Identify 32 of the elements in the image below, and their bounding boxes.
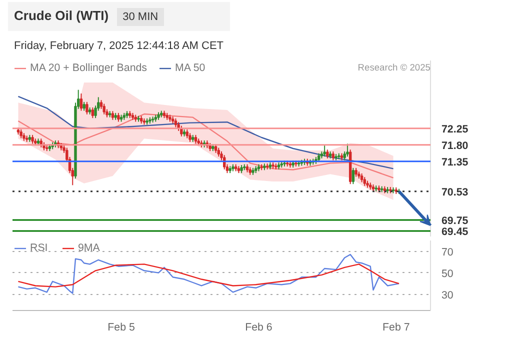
y-tick-label: 71.35 [442, 156, 468, 168]
annotation: Research © 2025 [358, 62, 431, 72]
y-tick-label: 72.25 [442, 123, 468, 136]
y-tick-label: 69.75 [442, 215, 468, 227]
candlestick [102, 103, 106, 115]
legend-label: MA 20 + Bollinger Bands [30, 62, 147, 74]
legend-label: 9MA [78, 242, 100, 254]
y-tick-label: 50 [442, 268, 454, 280]
line-series [18, 113, 394, 178]
x-tick-label: Feb 5 [108, 322, 135, 334]
candlestick [180, 125, 183, 137]
line-series [18, 264, 400, 288]
y-tick-label: 69.45 [442, 226, 468, 238]
chart-title: Crude Oil (WTI) [14, 8, 109, 23]
candlestick [91, 106, 94, 119]
x-tick-label: Feb 6 [245, 322, 272, 334]
candlestick [323, 145, 326, 158]
y-tick-label: 70 [442, 246, 454, 258]
y-tick-label: 70.53 [442, 186, 468, 198]
candlestick [86, 101, 88, 115]
y-tick-label: 71.80 [442, 140, 468, 152]
y-tick-label: 30 [442, 289, 454, 302]
legend-label: MA 50 [175, 62, 206, 74]
legend-label: RSI [30, 242, 49, 254]
candlestick [346, 143, 349, 158]
x-tick-label: Feb 7 [382, 322, 410, 334]
candlestick [352, 167, 355, 185]
line-series [18, 254, 400, 294]
text: 30 MIN [116, 8, 164, 26]
line-series [18, 96, 394, 170]
chart-subtitle: Friday, February 7, 2025 12:44:18 AM CET [13, 38, 225, 54]
candlestick [80, 93, 83, 112]
